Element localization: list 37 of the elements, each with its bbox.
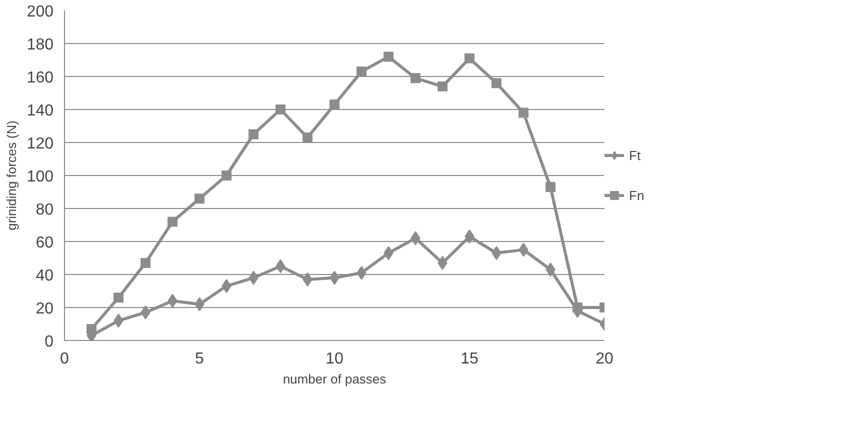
y-tick-label: 100 (26, 168, 54, 186)
point (492, 78, 502, 88)
point (248, 129, 258, 140)
legend-label: Fn (629, 188, 646, 202)
y-tick-label: 120 (26, 136, 54, 152)
x-tick-label: 20 (596, 350, 614, 368)
x-tick-label: 10 (326, 350, 344, 368)
point (222, 170, 232, 180)
point (438, 81, 448, 92)
y-axis-title: griniding forces (N) (4, 120, 19, 230)
legend-label: Ft (629, 148, 642, 162)
y-tick-label: 80 (36, 202, 54, 218)
y-tick-label: 180 (26, 36, 54, 54)
y-tick-label: 200 (26, 4, 54, 20)
y-tick-label: 160 (26, 70, 54, 86)
x-tick-label: 5 (195, 350, 204, 368)
y-tick-label: 140 (26, 102, 54, 120)
x-axis-title: number of passes (282, 372, 387, 386)
y-tick-label: 0 (44, 334, 54, 350)
point (194, 194, 204, 204)
point (546, 182, 556, 192)
point (276, 104, 286, 114)
y-tick-label: 60 (36, 234, 54, 252)
point (302, 132, 312, 143)
point (356, 66, 366, 77)
point (518, 108, 528, 118)
point (168, 216, 178, 227)
point (140, 258, 150, 268)
point (464, 53, 474, 64)
point (384, 52, 394, 62)
point (410, 73, 420, 84)
y-tick-label: 40 (36, 268, 54, 284)
x-tick-label: 0 (60, 350, 70, 368)
point (330, 100, 340, 110)
point (114, 292, 124, 303)
x-tick-label: 15 (460, 350, 478, 368)
y-tick-label: 20 (36, 300, 54, 318)
